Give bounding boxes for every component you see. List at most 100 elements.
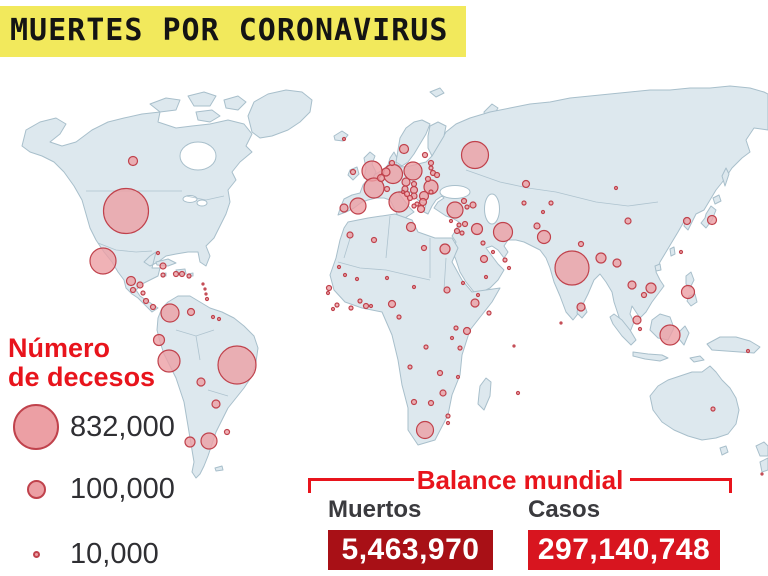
- continent-africa: [329, 213, 501, 446]
- bubble-eritrea: [460, 280, 466, 286]
- bubble-tanzania: [457, 345, 463, 351]
- bubble-burkina-faso: [357, 298, 363, 304]
- bubble-bahamas: [155, 250, 161, 256]
- continents: [21, 85, 768, 479]
- bubble-costa-rica: [142, 297, 150, 305]
- bubble-niger: [384, 275, 390, 281]
- deaths-value: 5,463,970: [341, 533, 480, 566]
- bubble-uzbekistan: [521, 200, 527, 206]
- bubble-uganda: [453, 325, 459, 331]
- bubble-cuba: [159, 262, 167, 270]
- bubble-mozambique: [445, 413, 451, 419]
- deaths-value-box: 5,463,970: [328, 530, 493, 570]
- bubble-zambia: [436, 369, 444, 377]
- death-bubbles-layer: [89, 136, 764, 476]
- bubble-peru: [157, 349, 181, 373]
- bubble-guyana: [210, 314, 216, 320]
- bubble-kuwait: [480, 240, 486, 246]
- bubble-panama: [149, 303, 157, 311]
- bubble-vietnam: [645, 282, 657, 294]
- legend-title: Número de decesos: [8, 333, 238, 392]
- bubble-malawi: [455, 374, 461, 380]
- bubble-australia: [710, 406, 716, 412]
- bubble-portugal: [339, 203, 349, 213]
- bubble-chile: [184, 436, 196, 448]
- bubble-mauritius: [515, 390, 521, 396]
- cases-label: Casos: [528, 496, 601, 523]
- legend-item-large: 832,000: [8, 404, 238, 451]
- bubble-philippines: [680, 284, 696, 300]
- bubble-south-korea: [682, 216, 692, 226]
- bubble-albania: [411, 203, 417, 209]
- bubble-belgium: [376, 173, 386, 183]
- cases-value: 297,140,748: [537, 533, 711, 566]
- bubble-sweden: [421, 151, 429, 159]
- bubble-oman: [506, 265, 512, 271]
- bubble-indonesia: [659, 324, 681, 346]
- legend-item-medium: 100,000: [8, 473, 238, 506]
- bubble-sudan: [443, 286, 451, 294]
- bubble-haiti: [172, 270, 180, 278]
- bubble-finland: [427, 159, 435, 167]
- bubble-belarus: [433, 171, 441, 179]
- bubble-somalia: [486, 310, 492, 316]
- bubble-afghanistan: [533, 222, 541, 230]
- bubble-ireland: [349, 168, 357, 176]
- bubble-egypt: [439, 243, 451, 255]
- bubble-dominican-republic: [178, 270, 186, 278]
- cases-column: Casos 297,140,748: [528, 496, 720, 570]
- bubble-ecuador: [152, 333, 166, 347]
- bubble-usa: [102, 187, 150, 235]
- bubble-poland: [403, 161, 423, 181]
- bubble-bahrain: [490, 249, 496, 255]
- bubble-eswatini: [445, 420, 451, 426]
- bubble-angola: [407, 364, 413, 370]
- bubble-kazakhstan: [521, 179, 531, 189]
- bubble-lithuania: [424, 175, 432, 183]
- deaths-label: Muertos: [328, 496, 422, 523]
- bubble-israel: [453, 227, 461, 235]
- bubble-brazil: [217, 345, 257, 385]
- bubble-canada: [127, 155, 139, 167]
- bubble-guinea: [334, 302, 340, 308]
- bubble-india: [554, 250, 590, 286]
- bubble-nepal: [577, 240, 585, 248]
- bubble-armenia: [464, 204, 470, 210]
- bubble-argentina: [200, 432, 218, 450]
- legend-circle-small: [32, 551, 40, 559]
- bubble-papua-new-guinea: [745, 348, 751, 354]
- bubble-gambia: [325, 290, 331, 296]
- bubble-turkey: [446, 201, 464, 219]
- scandinavia: [395, 119, 447, 167]
- bubble-el-salvador: [129, 286, 137, 294]
- bubble-kenya: [462, 326, 472, 336]
- bubble-tajikistan: [540, 209, 546, 215]
- bubble-denmark: [388, 159, 396, 167]
- bubble-chad: [411, 284, 417, 290]
- bubble-malaysia: [632, 315, 642, 325]
- madagascar: [477, 377, 492, 411]
- bubble-mauritania: [342, 272, 348, 278]
- deaths-column: Muertos 5,463,970: [328, 496, 493, 570]
- bubble-cambodia: [640, 291, 648, 299]
- bubble-djibouti: [475, 292, 481, 298]
- bubble-ghana: [362, 302, 370, 310]
- bubble-bangladesh: [595, 252, 607, 264]
- bubble-senegal: [325, 284, 333, 292]
- bubble-martinique: [203, 287, 207, 291]
- bubble-puerto-rico: [186, 273, 192, 279]
- bubble-maldives: [559, 321, 563, 325]
- bubble-iran: [492, 221, 514, 243]
- bubble-uruguay: [223, 428, 231, 436]
- bubble-sierra-leone: [330, 306, 336, 312]
- legend-circle-large: [13, 404, 59, 451]
- bubble-slovenia: [400, 189, 406, 195]
- bubble-sri-lanka: [576, 302, 586, 312]
- legend-label-small: 10,000: [70, 538, 159, 571]
- bubble-japan: [706, 214, 718, 226]
- bubble-jordan: [459, 230, 465, 236]
- falkland-islands: [214, 465, 224, 472]
- bubble-seychelles: [512, 344, 516, 348]
- cases-value-box: 297,140,748: [528, 530, 720, 570]
